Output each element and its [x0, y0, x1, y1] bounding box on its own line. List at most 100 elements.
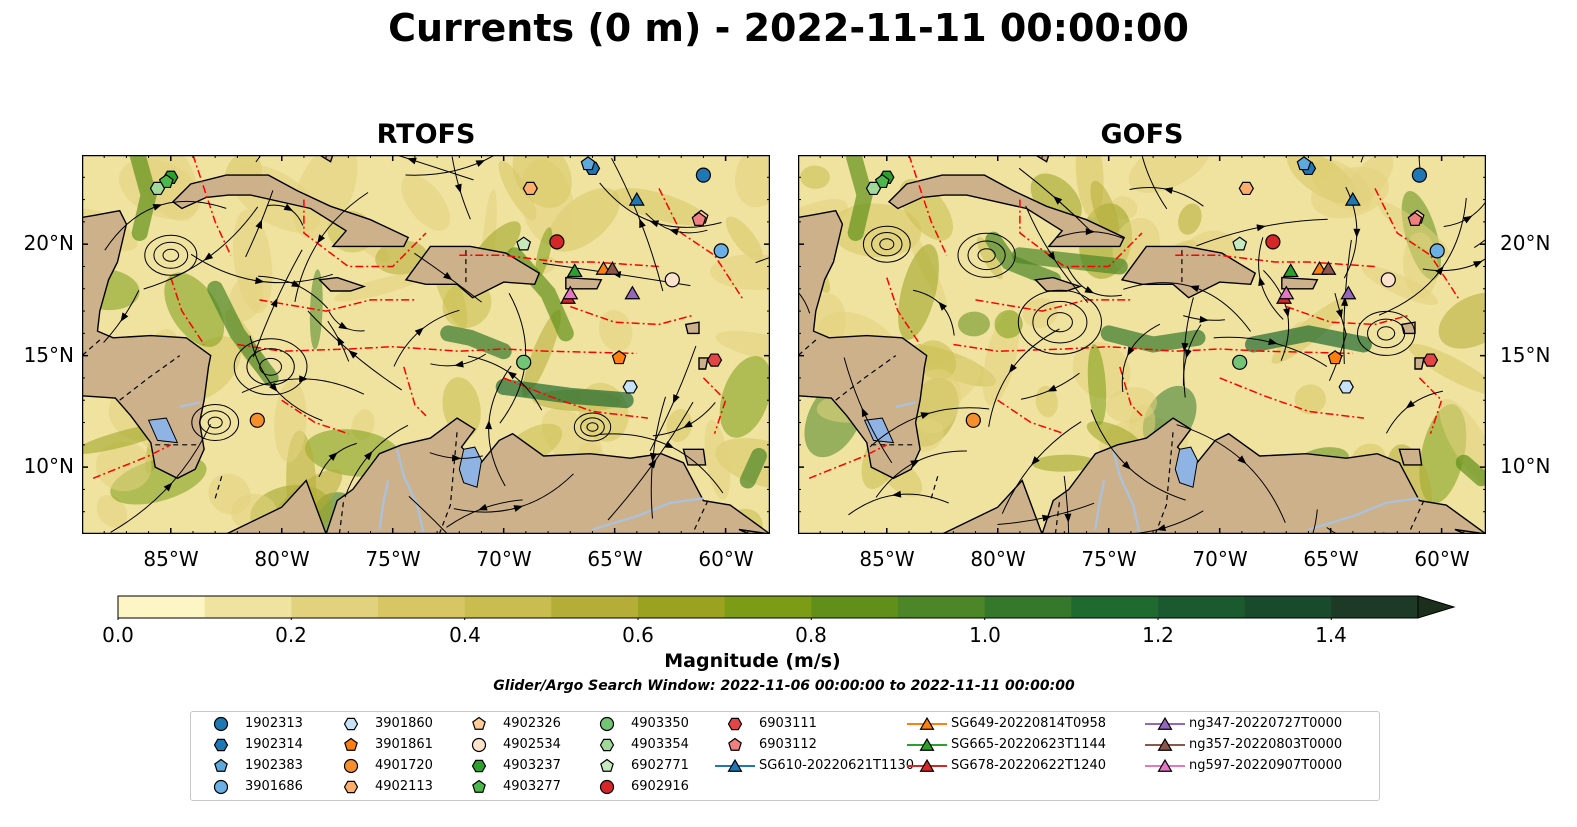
streamline-arrow: [255, 277, 265, 285]
legend-item-4903354: 4903354: [587, 735, 715, 755]
eddy-streamline: [259, 357, 283, 376]
streamline-arrow: [672, 394, 680, 404]
streamline: [1312, 509, 1318, 534]
streamline-arrow: [513, 505, 524, 512]
eez-line: [259, 299, 415, 312]
land-lesser-antilles-2: [698, 357, 709, 370]
legend-label: SG649-20220814T0958: [951, 716, 1107, 731]
platform-marker-6902771: [1232, 236, 1248, 251]
lake-nicaragua: [147, 417, 179, 444]
eddy-streamline: [957, 232, 1016, 278]
speed-contour-patch: [535, 227, 553, 278]
strong-current-band: [129, 155, 157, 241]
streamline-arrow: [648, 459, 657, 469]
speed-contour-patch: [1087, 344, 1107, 426]
argo-marker-icon: [344, 737, 358, 751]
streamline: [1418, 155, 1421, 169]
speed-contour-patch: [1362, 265, 1438, 305]
platform-marker-SG665-20220623T1144: [1282, 263, 1299, 278]
land-masses: [82, 155, 770, 534]
land-cuba: [887, 174, 1126, 248]
streamline-arrow: [1256, 224, 1266, 232]
speed-contour-patch: [522, 309, 561, 397]
speed-contour-patch: [715, 330, 770, 362]
lon-tick-label: 65°W: [587, 547, 643, 571]
platform-marker-4902534: [664, 272, 680, 288]
legend-item-ng597-20220907T0000: ng597-20220907T0000: [1145, 756, 1375, 776]
land-lesser-antilles-2: [1414, 357, 1425, 370]
streamline: [755, 256, 770, 264]
colorbar-label: Magnitude (m/s): [664, 650, 841, 672]
lat-tick-label: 15°N: [23, 343, 74, 367]
colorbar-segment: [1244, 596, 1332, 618]
eez-line: [886, 277, 921, 345]
platform-marker-1902313: [1411, 167, 1428, 183]
streamline-arrow: [507, 371, 517, 380]
glider-marker-icon: [907, 758, 947, 772]
streamline-arrow: [1047, 384, 1057, 392]
eddy-streamline: [573, 412, 612, 442]
river-line: [179, 401, 200, 408]
lon-tick-label: 80°W: [254, 547, 310, 571]
platform-marker-ng357-20220803T0000: [1320, 260, 1337, 275]
streamline-arrow: [1064, 513, 1072, 523]
platform-marker-4903350: [1232, 354, 1248, 370]
eddy-streamline: [977, 248, 996, 263]
platform-marker-4901720: [965, 412, 981, 428]
country-border: [798, 339, 817, 357]
eez-boundaries: [92, 155, 745, 479]
speed-contour-patch: [725, 216, 763, 262]
streamline-arrow: [1041, 514, 1052, 522]
lat-tick-label: 15°N: [1500, 343, 1551, 367]
speed-contour-patch: [96, 494, 128, 528]
speed-contour-patch: [719, 356, 770, 438]
argo-marker-icon: [213, 779, 229, 795]
platform-marker-3901861: [1327, 350, 1343, 365]
lon-tick-label: 60°W: [698, 547, 754, 571]
colorbar-segment: [204, 596, 292, 618]
river-line: [592, 497, 704, 531]
land-puerto-rico: [1281, 276, 1319, 290]
legend-label: 3901686: [245, 779, 303, 794]
platform-marker-1902383: [580, 156, 596, 171]
speed-contour-patch: [994, 310, 1023, 339]
platform-marker-4901720: [249, 412, 265, 428]
lon-tick-label: 80°W: [970, 547, 1026, 571]
platform-marker-6903111: [1422, 353, 1439, 367]
strong-current-band: [1100, 325, 1206, 353]
glider-marker-icon: [1145, 758, 1185, 772]
legend-item-1902383: 1902383: [201, 756, 331, 776]
colorbar-tick-label: 1.0: [969, 623, 1001, 647]
legend-label: 3901861: [375, 737, 433, 752]
lat-tick-label: 10°N: [23, 454, 74, 478]
legend-item-4903237: 4903237: [459, 756, 587, 776]
land-jamaica: [1034, 276, 1083, 292]
glider-marker-icon: [907, 737, 947, 751]
eddy-streamline: [233, 338, 308, 396]
streamline-arrow: [649, 452, 657, 463]
platform-marker-4903277: [158, 174, 174, 189]
land-hispaniola: [1120, 245, 1257, 299]
colorbar-tick-label: 0.2: [275, 623, 307, 647]
legend-label: 4902113: [375, 779, 433, 794]
eddy-streamline: [1377, 326, 1396, 341]
map-frame: [82, 155, 770, 534]
lon-tick-label: 75°W: [365, 547, 421, 571]
eez-line: [953, 343, 1353, 355]
legend-item-6902916: 6902916: [587, 777, 715, 797]
river-line: [378, 480, 390, 530]
streamline-arrow: [270, 297, 278, 308]
land-south-america: [325, 417, 770, 534]
legend-item-SG665-20220623T1144: SG665-20220623T1144: [907, 735, 1145, 755]
platform-marker-4903277: [874, 174, 890, 189]
streamline-arrow: [1237, 455, 1247, 465]
eez-line: [1219, 377, 1364, 419]
legend-label: 4902326: [503, 716, 561, 731]
legend-label: SG678-20220622T1240: [951, 758, 1107, 773]
legend-label: ng597-20220907T0000: [1189, 758, 1343, 773]
colorbar-extend-arrow: [1417, 595, 1456, 619]
legend-item-4903350: 4903350: [587, 714, 715, 734]
strong-current-band: [985, 231, 1062, 288]
eez-line: [570, 305, 693, 326]
eddy-streamline: [862, 225, 911, 263]
